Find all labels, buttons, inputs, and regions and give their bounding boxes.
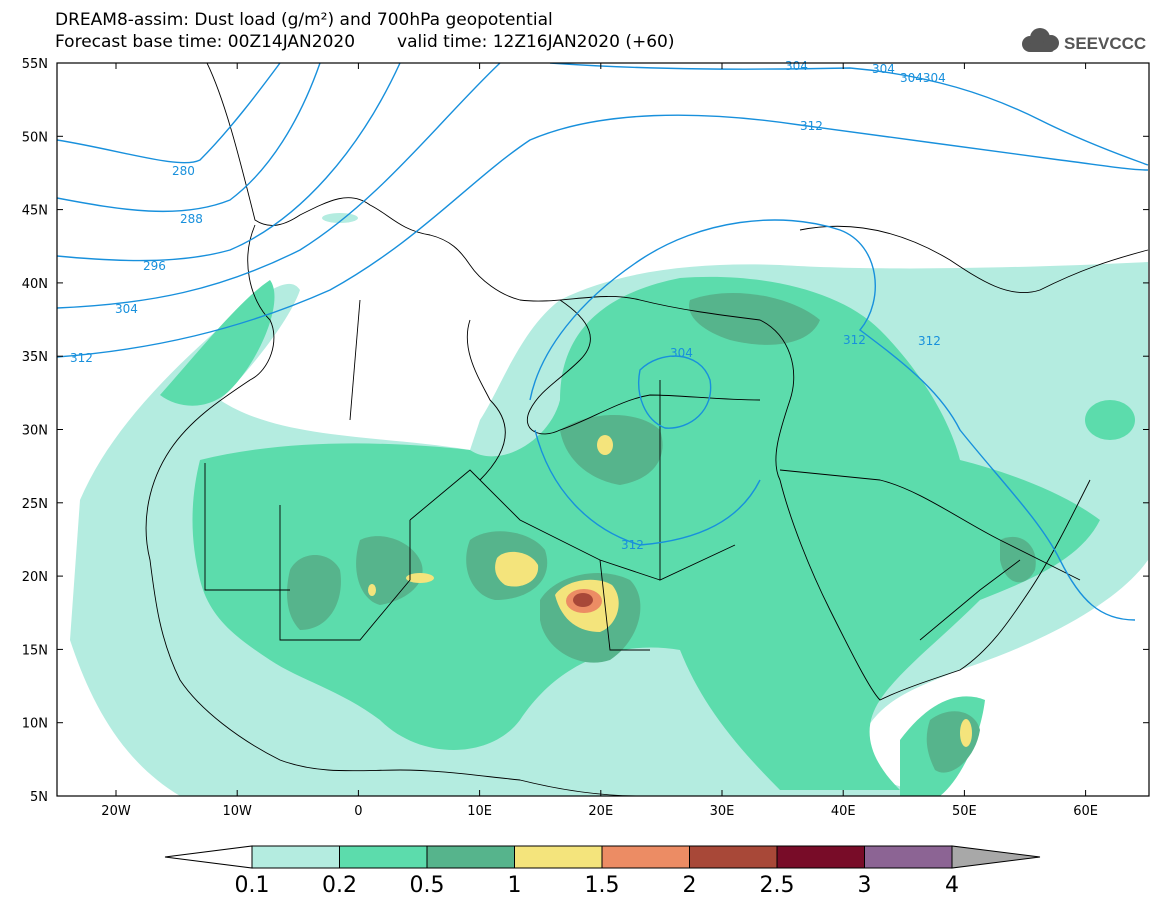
contour-label: 304304 <box>900 71 946 85</box>
contour-label: 288 <box>180 212 203 226</box>
lon-label: 60E <box>1073 804 1098 819</box>
colorbar-swatch <box>776 845 865 869</box>
colorbar-label: 2 <box>683 873 697 898</box>
lat-label: 55N <box>22 57 48 72</box>
colorbar-label: 1 <box>508 873 522 898</box>
lat-label: 5N <box>30 790 48 805</box>
logo-text: SEEVCCC <box>1064 34 1146 53</box>
contour-label: 304 <box>115 302 138 316</box>
colorbar-swatch <box>514 845 603 869</box>
colorbar-arrow-right <box>951 845 1041 869</box>
contour-label: 304 <box>785 59 808 73</box>
colorbar-swatch <box>251 845 340 869</box>
lon-label: 20E <box>588 804 613 819</box>
lon-label: 50E <box>952 804 977 819</box>
colorbar-labels: 0.1 0.2 0.5 1 1.5 2 2.5 3 4 <box>235 873 960 898</box>
cloud-logo-icon <box>1022 28 1059 52</box>
lon-label: 40E <box>831 804 856 819</box>
lon-label: 10E <box>467 804 492 819</box>
lat-label: 50N <box>22 130 48 145</box>
contour-labels: 280 288 296 304 312 304 312 312 312 304 … <box>70 59 946 552</box>
colorbar-swatch <box>426 845 515 869</box>
contour-label: 312 <box>70 351 93 365</box>
longitude-labels: 20W 10W 0 10E 20E 30E 40E 50E 60E <box>101 804 1098 819</box>
axis-ticks <box>57 62 1149 797</box>
colorbar-label: 0.1 <box>235 873 270 898</box>
contour-label: 312 <box>800 119 823 133</box>
colorbar-label: 1.5 <box>585 873 620 898</box>
lat-label: 30N <box>22 424 48 439</box>
lon-label: 10W <box>222 804 252 819</box>
colorbar-swatch <box>689 845 778 869</box>
lon-label: 20W <box>101 804 131 819</box>
contour-label: 312 <box>918 334 941 348</box>
contour-label: 304 <box>670 346 693 360</box>
valid-time: valid time: 12Z16JAN2020 (+60) <box>397 32 675 52</box>
lat-label: 20N <box>22 570 48 585</box>
lat-label: 25N <box>22 497 48 512</box>
contour-label: 304 <box>872 62 895 76</box>
colorbar-label: 3 <box>858 873 872 898</box>
seevccc-logo: SEEVCCC <box>1022 28 1146 53</box>
lat-label: 35N <box>22 350 48 365</box>
lat-label: 40N <box>22 277 48 292</box>
lat-label: 10N <box>22 717 48 732</box>
colorbar-swatch <box>864 845 953 869</box>
latitude-labels: 55N 50N 45N 40N 35N 30N 25N 20N 15N 10N 5N <box>22 57 48 805</box>
lon-label: 30E <box>710 804 735 819</box>
geopotential-contours <box>57 63 1149 621</box>
map-subtitle: Forecast base time: 00Z14JAN2020 valid ti… <box>55 32 674 52</box>
colorbar-swatch <box>601 845 690 869</box>
map-title: DREAM8-assim: Dust load (g/m²) and 700hP… <box>55 10 553 30</box>
contour-label: 312 <box>621 538 644 552</box>
forecast-base-time: Forecast base time: 00Z14JAN2020 <box>55 32 356 52</box>
colorbar <box>164 845 1041 869</box>
colorbar-arrow-left <box>164 845 253 869</box>
contour-label: 280 <box>172 164 195 178</box>
lat-label: 15N <box>22 643 48 658</box>
contour-label: 312 <box>843 333 866 347</box>
coastlines <box>145 63 1149 796</box>
dust-class-2 <box>573 593 593 607</box>
colorbar-label: 2.5 <box>760 873 795 898</box>
colorbar-label: 4 <box>945 873 959 898</box>
lon-label: 0 <box>354 804 362 819</box>
colorbar-swatch <box>339 845 428 869</box>
colorbar-label: 0.5 <box>410 873 445 898</box>
lat-label: 45N <box>22 204 48 219</box>
dust-fields <box>70 213 1148 796</box>
colorbar-label: 0.2 <box>322 873 357 898</box>
contour-label: 296 <box>143 259 166 273</box>
